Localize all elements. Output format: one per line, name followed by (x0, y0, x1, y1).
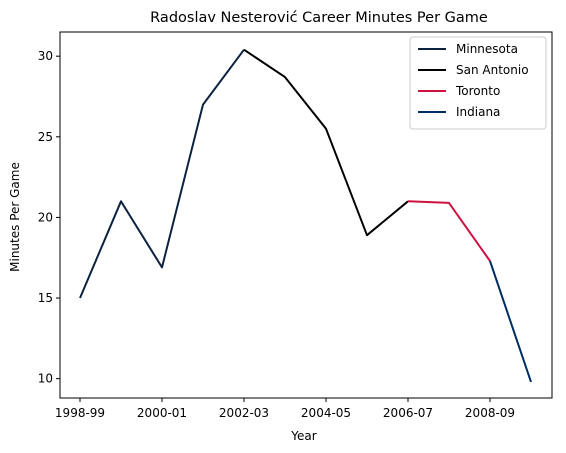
x-tick-label: 2006-07 (383, 406, 433, 420)
x-tick-label: 2000-01 (137, 406, 187, 420)
x-tick-label: 2008-09 (465, 406, 515, 420)
y-tick-label: 25 (38, 130, 53, 144)
legend-box (409, 36, 547, 130)
x-tick-label: 2002-03 (219, 406, 269, 420)
legend: Minnesota San Antonio Toronto Indiana (409, 36, 547, 130)
x-tick-label: 1998-99 (55, 406, 105, 420)
series-line-san-antonio (243, 48, 409, 237)
y-axis-title: Minutes Per Game (8, 162, 22, 272)
x-tick-label: 2004-05 (301, 406, 351, 420)
legend-label: Indiana (456, 105, 500, 119)
legend-label: Toronto (455, 84, 500, 98)
y-tick-label: 20 (38, 210, 53, 224)
legend-label: Minnesota (456, 42, 518, 56)
plot-frame (59, 31, 553, 399)
legend-label: San Antonio (456, 63, 529, 77)
series-line-toronto (407, 200, 491, 262)
plot-area: 10 15 20 25 30 1998-99 2000-01 2002-03 2004-05 20… (38, 31, 553, 420)
y-tick-label: 10 (38, 372, 53, 386)
y-tick-label: 15 (38, 291, 53, 305)
series-line-minnesota (79, 49, 245, 299)
chart-title: Radoslav Nesterović Career Minutes Per G… (150, 10, 488, 26)
x-axis-title: Year (290, 429, 316, 443)
y-tick-label: 30 (38, 49, 53, 63)
series-line-indiana (489, 260, 532, 383)
